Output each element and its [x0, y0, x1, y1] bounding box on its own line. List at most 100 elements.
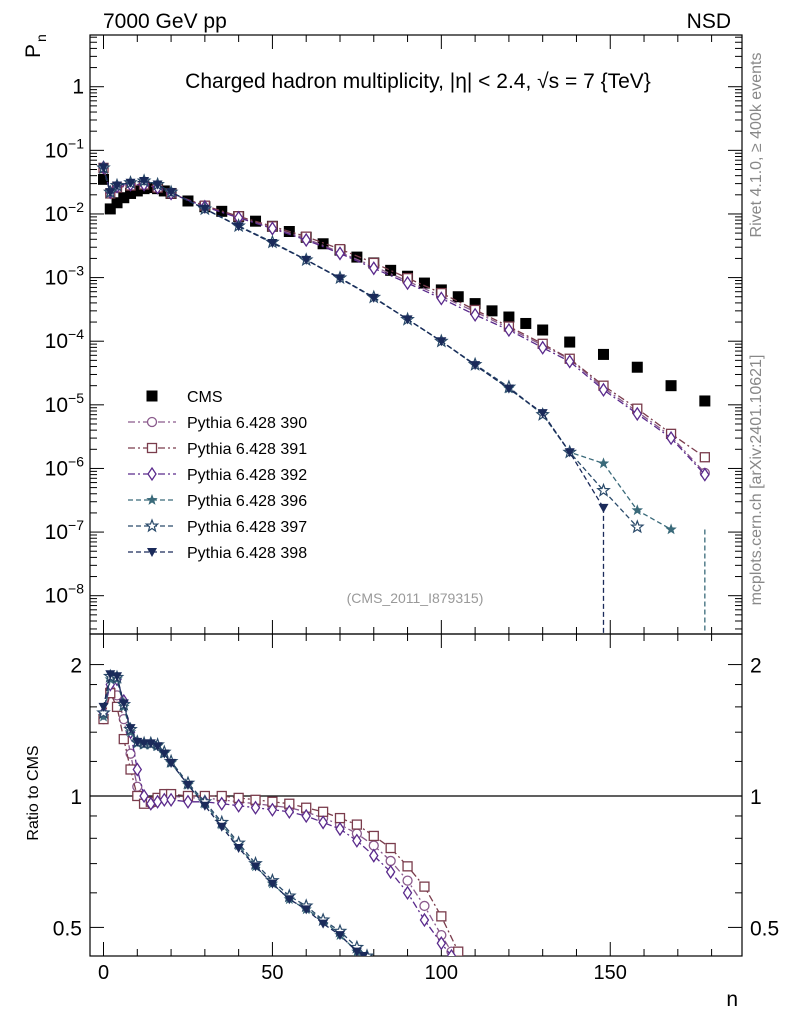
main-point — [700, 467, 710, 482]
ratio-point — [284, 895, 295, 905]
ratio-y-tick-label: 0.5 — [53, 917, 82, 940]
y-tick-label: 10−7 — [45, 517, 85, 544]
main-series-5 — [96, 160, 645, 534]
ratio-y-label: Ratio to CMS — [25, 745, 42, 840]
ratio-series-line — [102, 678, 453, 956]
ratio-point — [267, 802, 278, 817]
ratio-point — [250, 862, 261, 872]
main-point — [537, 340, 548, 355]
main-point — [145, 182, 157, 194]
ratio-frame — [89, 633, 743, 957]
main-point — [368, 293, 379, 303]
main-point — [98, 163, 109, 173]
ratio-point — [335, 821, 345, 837]
main-point — [104, 203, 116, 215]
ratio-point — [267, 879, 278, 889]
main-point — [537, 409, 548, 419]
ratio-point — [284, 804, 295, 819]
main-point — [125, 178, 136, 188]
main-point — [598, 382, 609, 398]
ratio-point — [216, 796, 227, 811]
main-point — [166, 188, 177, 198]
x-tick-label: 0 — [98, 962, 109, 984]
legend-entry: Pythia 6.428 390 — [128, 415, 307, 432]
ratio-point — [301, 808, 311, 824]
ratio-point — [96, 705, 111, 720]
rivet-label: Rivet 4.1.0, ≥ 400k events — [748, 53, 765, 238]
ratio-series-5 — [98, 670, 369, 956]
main-point — [469, 298, 481, 310]
main-point — [452, 291, 464, 303]
main-point — [131, 185, 143, 197]
legend-marker — [144, 518, 160, 533]
ratio-point — [317, 806, 329, 817]
header-right: NSD — [687, 10, 731, 33]
x-axis-label: n — [726, 988, 738, 1011]
legend-marker — [146, 390, 158, 402]
y-axis-label-main: Pn — [22, 34, 49, 58]
legend-marker — [147, 466, 157, 482]
ratio-point — [351, 947, 362, 956]
ratio-series-line — [102, 688, 453, 952]
ratio-point — [250, 800, 261, 815]
watermark: (CMS_2011_I879315) — [347, 590, 484, 606]
main-plot: 1 10−1 10−2 10−3 10−4 10−5 10−6 10−7 10−8 — [45, 34, 743, 635]
ratio-point — [419, 900, 430, 912]
main-point — [317, 238, 329, 250]
main-point — [105, 188, 116, 198]
main-title: Charged hadron multiplicity, |η| < 2.4, … — [185, 70, 651, 93]
main-point — [597, 457, 610, 469]
main-point — [351, 251, 363, 263]
main-point — [267, 238, 278, 248]
main-point — [233, 222, 244, 232]
mcplots-label: mcplots.cern.ch [arXiv:2401.10621] — [748, 355, 765, 606]
ratio-point — [132, 762, 143, 777]
legend-entry: Pythia 6.428 398 — [128, 545, 307, 562]
ratio-point — [385, 855, 396, 867]
main-point — [596, 482, 611, 497]
ratio-point — [139, 739, 150, 749]
ratio-y-tick-label: 1 — [70, 786, 82, 809]
ratio-plot: 0 50 100 150 0.5 0.5 1 1 2 2 — [53, 633, 779, 984]
ratio-point — [118, 699, 129, 709]
main-point — [537, 324, 549, 336]
main-point — [665, 380, 677, 392]
ratio-point — [419, 912, 430, 928]
main-point — [564, 448, 575, 458]
legend-label: Pythia 6.428 391 — [187, 441, 307, 458]
main-series-0 — [98, 173, 711, 407]
main-point — [111, 197, 123, 209]
ratio-point — [118, 733, 129, 745]
ratio-point — [368, 830, 379, 842]
legend-label: CMS — [187, 389, 223, 406]
main-series-6 — [98, 163, 609, 513]
ratio-point — [152, 742, 163, 752]
ratio-point — [159, 749, 170, 759]
x-tick-label: 150 — [594, 962, 627, 984]
main-point — [418, 277, 430, 289]
ratio-point — [402, 875, 413, 886]
legend-label: Pythia 6.428 398 — [187, 545, 307, 562]
ratio-point — [358, 952, 369, 956]
main-point — [158, 185, 170, 197]
ratio-point — [98, 702, 109, 712]
legend-entry: CMS — [146, 389, 223, 406]
ratio-point — [453, 946, 464, 956]
ratio-point — [351, 819, 363, 830]
header-left: 7000 GeV pp — [103, 10, 227, 33]
legend-label: Pythia 6.428 397 — [187, 519, 307, 536]
main-point — [436, 291, 447, 306]
main-point — [504, 322, 514, 338]
main-point — [597, 348, 609, 360]
main-point — [301, 232, 311, 248]
main-point — [629, 519, 645, 534]
ratio-point — [166, 792, 176, 807]
legend-marker — [146, 416, 158, 428]
main-point — [118, 192, 130, 204]
y-tick-label: 1 — [72, 76, 84, 99]
ratio-point — [216, 822, 227, 832]
main-point — [335, 246, 345, 261]
main-series-line — [102, 167, 638, 528]
main-point — [564, 354, 575, 369]
